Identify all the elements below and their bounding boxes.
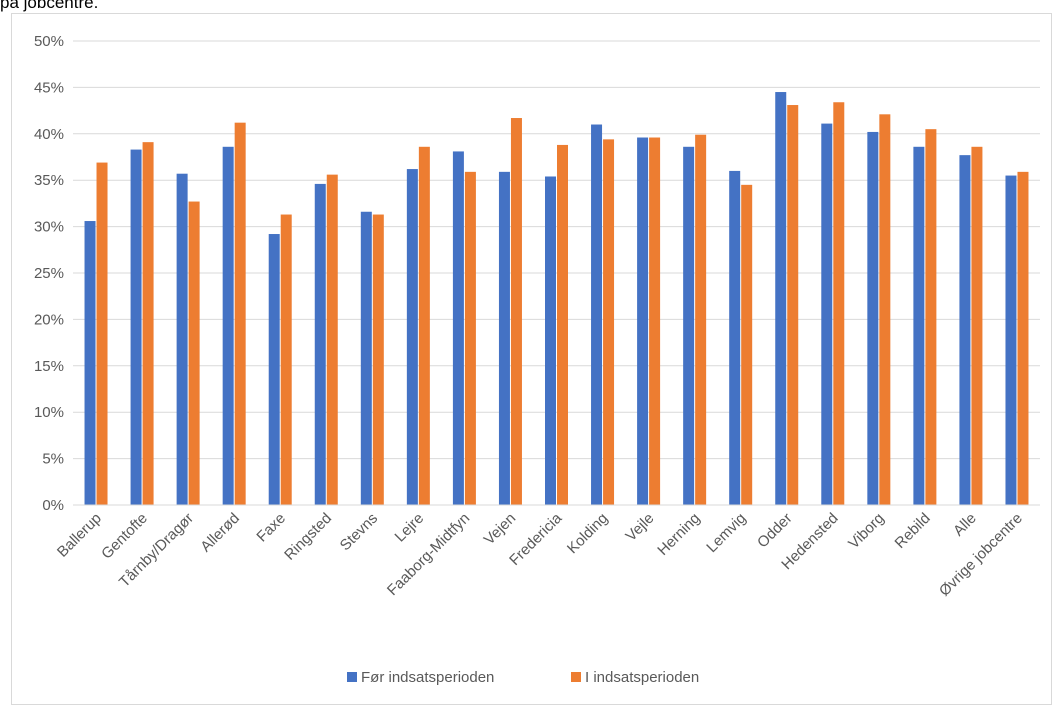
- x-tick-label: Viborg: [845, 510, 887, 552]
- bar-i-10: [557, 144, 568, 505]
- bar-i-18: [925, 129, 937, 505]
- bar-foer-17: [867, 131, 879, 505]
- bar-i-7: [418, 146, 430, 506]
- bar-foer-1: [130, 149, 142, 506]
- bar-i-11: [603, 139, 615, 506]
- y-tick-label: 15%: [34, 358, 64, 375]
- y-tick-label: 20%: [34, 311, 64, 328]
- bar-foer-15: [775, 92, 787, 505]
- bar-i-17: [879, 114, 891, 505]
- x-tick-label: Herning: [654, 510, 703, 559]
- x-tick-label: Øvrige jobcentre: [936, 510, 1026, 600]
- bar-i-3: [234, 122, 246, 505]
- bar-foer-0: [84, 221, 96, 506]
- x-tick-label: Lejre: [392, 510, 428, 546]
- chart-caption: på jobcentre.: [0, 0, 99, 12]
- y-tick-label: 5%: [42, 451, 64, 468]
- y-tick-label: 40%: [34, 126, 64, 143]
- bar-foer-10: [545, 176, 556, 505]
- bar-foer-9: [498, 171, 510, 505]
- legend: Før indsatsperioden I indsatsperioden: [347, 669, 699, 686]
- y-tick-label: 50%: [34, 33, 64, 50]
- y-tick-label: 30%: [34, 219, 64, 236]
- legend-label: I indsatsperioden: [585, 669, 699, 686]
- bar-i-1: [142, 142, 154, 506]
- x-tick-label: Ballerup: [54, 510, 105, 561]
- bar-foer-3: [222, 146, 234, 506]
- bars: [73, 92, 1040, 506]
- legend-swatch: [347, 672, 357, 682]
- bar-foer-4: [268, 234, 280, 506]
- gridlines: [73, 40, 1040, 506]
- bar-i-0: [96, 162, 108, 505]
- x-tick-label: Rebild: [892, 510, 934, 552]
- bar-i-13: [695, 134, 707, 505]
- bar-i-5: [326, 174, 338, 505]
- x-tick-label: Faaborg-Midtfyn: [384, 510, 473, 599]
- bar-foer-19: [959, 155, 971, 506]
- bar-foer-5: [314, 183, 326, 506]
- bar-foer-14: [729, 170, 741, 506]
- bar-foer-18: [913, 146, 925, 506]
- x-tick-label: Lemvig: [703, 510, 749, 556]
- y-tick-label: 25%: [34, 265, 64, 282]
- x-tick-label: Stevns: [337, 510, 381, 554]
- y-tick-label: 35%: [34, 172, 64, 189]
- bar-i-12: [649, 137, 661, 505]
- x-tick-label: Alle: [950, 510, 980, 540]
- bar-i-16: [833, 102, 845, 506]
- bar-foer-8: [452, 151, 464, 505]
- bar-foer-12: [637, 137, 649, 505]
- bar-i-2: [188, 201, 200, 505]
- x-tick-label: Kolding: [564, 510, 611, 557]
- y-tick-label: 10%: [34, 404, 64, 421]
- bar-foer-6: [360, 211, 372, 505]
- y-tick-label: 45%: [34, 79, 64, 96]
- bar-i-8: [464, 171, 476, 505]
- y-axis-ticks: 0% 5% 10% 15% 20% 25% 30% 35% 40% 45% 50%: [34, 33, 64, 514]
- x-tick-label: Ringsted: [281, 510, 335, 564]
- legend-label: Før indsatsperioden: [361, 669, 494, 686]
- legend-swatch: [571, 672, 581, 682]
- bar-i-20: [1017, 171, 1029, 505]
- bar-i-15: [787, 105, 799, 506]
- bar-i-4: [280, 214, 292, 505]
- x-tick-label: Odder: [754, 510, 796, 552]
- bar-foer-16: [821, 123, 833, 505]
- x-tick-label: Allerød: [197, 510, 243, 556]
- bar-foer-7: [406, 169, 418, 505]
- bar-foer-20: [1005, 175, 1017, 505]
- bar-i-9: [510, 118, 522, 506]
- x-tick-label: Vejen: [481, 510, 520, 549]
- bar-foer-13: [683, 146, 695, 506]
- y-tick-label: 0%: [42, 497, 64, 514]
- bar-foer-2: [176, 173, 188, 506]
- bar-i-6: [372, 214, 384, 505]
- x-tick-label: Faxe: [253, 510, 289, 546]
- bar-i-19: [971, 146, 983, 506]
- x-tick-label: Vejle: [622, 510, 657, 545]
- bar-i-14: [741, 184, 753, 505]
- bar-foer-11: [591, 124, 603, 506]
